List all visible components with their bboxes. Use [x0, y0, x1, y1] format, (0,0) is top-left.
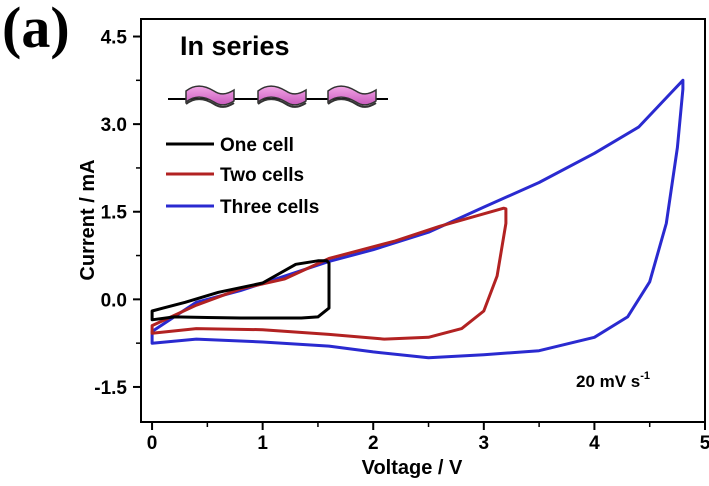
x-tick-label: 0 [147, 433, 158, 454]
legend-item-one-cell: One cell [166, 135, 294, 156]
scan-rate-annotation: 20 mV s-1 [576, 370, 650, 391]
inset-cell-1 [185, 85, 235, 108]
series-cells-inset [168, 85, 388, 108]
y-tick-label: 1.5 [101, 203, 128, 224]
x-axis-ticks: 0 1 2 3 4 5 [147, 422, 709, 454]
y-axis-ticks: -1.5 0.0 1.5 3.0 4.5 [94, 28, 141, 399]
legend-item-three-cells: Three cells [166, 197, 319, 218]
inset-cell-2 [257, 85, 307, 108]
y-tick-label: 0.0 [101, 290, 127, 311]
legend-label-three-cells: Three cells [220, 197, 319, 218]
series-three-cells [150, 78, 685, 360]
x-tick-label: 4 [589, 433, 600, 454]
chart-title: In series [180, 31, 290, 61]
legend-label-two-cells: Two cells [220, 165, 304, 186]
x-axis-label: Voltage / V [362, 457, 463, 479]
y-tick-label: 3.0 [101, 115, 127, 136]
x-tick-label: 3 [479, 433, 490, 454]
panel-label: (a) [2, 0, 70, 60]
scan-rate-main: 20 mV s [576, 372, 640, 391]
series-layer [150, 78, 685, 360]
legend: One cell Two cells Three cells [166, 135, 319, 218]
y-tick-label: 4.5 [101, 28, 128, 49]
inset-cell-3 [327, 85, 377, 108]
x-tick-label: 5 [700, 433, 709, 454]
plot-frame [140, 18, 706, 423]
legend-label-one-cell: One cell [220, 135, 294, 156]
y-tick-label: -1.5 [94, 378, 127, 399]
x-tick-label: 1 [257, 433, 268, 454]
y-axis-label: Current / mA [77, 159, 99, 280]
scan-rate-superscript: -1 [640, 370, 650, 382]
series-one-cell [150, 259, 331, 322]
x-tick-label: 2 [368, 433, 379, 454]
legend-item-two-cells: Two cells [166, 165, 304, 186]
